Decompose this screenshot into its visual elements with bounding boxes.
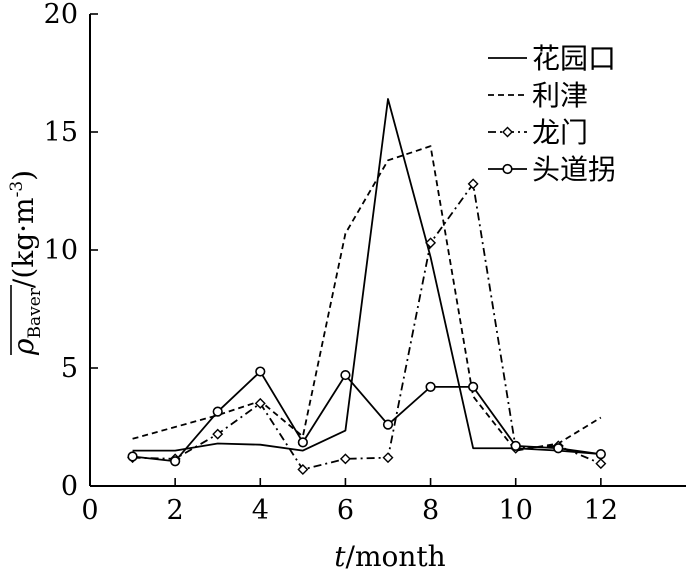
data-point [595, 449, 606, 460]
data-point [510, 440, 521, 451]
y-tick-label: 10 [44, 235, 78, 266]
x-tick-label: 10 [499, 495, 533, 526]
plot-area [127, 98, 607, 475]
data-point [170, 456, 181, 467]
data-point [255, 366, 266, 377]
x-tick-label: 6 [337, 495, 354, 526]
legend-item: 龙门 [488, 116, 588, 149]
svg-text:ρBaver/(kg·m-3): ρBaver/(kg·m-3) [7, 170, 45, 356]
data-point [339, 453, 351, 465]
x-axis-title: t/month [334, 540, 445, 573]
data-point [212, 406, 223, 417]
data-point [297, 463, 309, 475]
data-point [212, 428, 224, 440]
series-line [132, 145, 602, 452]
y-axis-title: ρBaver/(kg·m-3) [7, 170, 45, 356]
legend-marker [502, 163, 513, 175]
y-tick-label: 5 [61, 353, 78, 384]
data-point [468, 381, 479, 392]
legend-item: 利津 [488, 79, 588, 112]
x-tick-label: 12 [584, 495, 618, 526]
y-tick-label: 20 [44, 0, 78, 30]
legend-marker [502, 126, 513, 138]
data-point [127, 451, 138, 462]
legend-label: 利津 [532, 79, 588, 112]
legend-item: 头道拐 [488, 153, 616, 186]
data-point [382, 419, 394, 430]
data-point [382, 452, 394, 464]
axes: 0 2 4 6 8 10 12 0 5 10 15 20 [44, 0, 686, 526]
legend-item: 花园口 [488, 42, 616, 75]
data-point [297, 437, 308, 448]
data-point [425, 237, 437, 249]
data-point [467, 178, 479, 190]
data-point [425, 381, 436, 392]
y-tick-label: 0 [61, 471, 78, 502]
data-point [340, 369, 351, 381]
series-2 [132, 145, 602, 452]
legend-label: 头道拐 [532, 153, 616, 186]
legend-label: 花园口 [532, 42, 616, 75]
x-tick-label: 4 [252, 495, 269, 526]
legend-label: 龙门 [532, 116, 588, 149]
series-line [132, 370, 601, 463]
data-point [553, 443, 564, 454]
series-4 [127, 366, 606, 467]
data-point [254, 397, 266, 409]
series-3 [127, 178, 607, 475]
x-tick-label: 8 [422, 495, 439, 526]
series-line [132, 183, 602, 471]
x-tick-label: 0 [81, 495, 98, 526]
x-tick-label: 2 [167, 495, 184, 526]
y-tick-label: 15 [44, 117, 78, 148]
data-point [595, 458, 607, 470]
